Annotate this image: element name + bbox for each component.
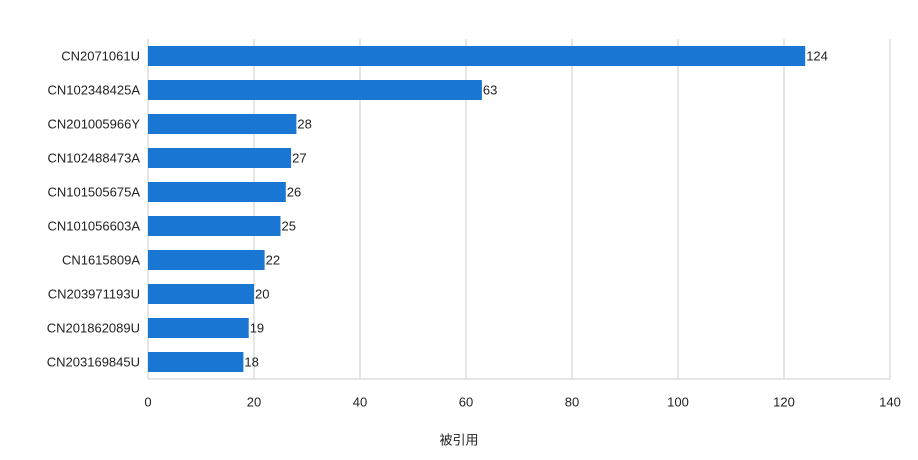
y-tick-label: CN102488473A xyxy=(47,150,140,165)
data-label: 26 xyxy=(287,184,301,199)
bar xyxy=(148,46,806,66)
y-tick-label: CN101505675A xyxy=(47,184,140,199)
x-tick-label: 60 xyxy=(459,394,473,409)
x-tick-label: 120 xyxy=(773,394,795,409)
x-tick-label: 140 xyxy=(879,394,901,409)
data-label: 28 xyxy=(297,116,311,131)
y-tick-label: CN201862089U xyxy=(47,320,140,335)
bar xyxy=(148,114,297,134)
bar xyxy=(148,284,254,304)
x-tick-label: 100 xyxy=(667,394,689,409)
y-tick-label: CN203169845U xyxy=(47,354,140,369)
x-tick-label: 0 xyxy=(144,394,151,409)
data-label: 18 xyxy=(244,354,258,369)
data-label: 25 xyxy=(282,218,296,233)
x-tick-label: 80 xyxy=(565,394,579,409)
bar xyxy=(148,148,292,168)
x-tick-label: 20 xyxy=(247,394,261,409)
bar xyxy=(148,80,482,100)
y-tick-label: CN102348425A xyxy=(47,82,140,97)
data-label: 19 xyxy=(250,320,264,335)
data-label: 20 xyxy=(255,286,269,301)
y-tick-label: CN201005966Y xyxy=(47,116,140,131)
data-label: 124 xyxy=(806,48,828,63)
x-tick-label: 40 xyxy=(353,394,367,409)
bar xyxy=(148,318,249,338)
bar xyxy=(148,216,281,236)
bar xyxy=(148,182,286,202)
data-label: 63 xyxy=(483,82,497,97)
bar xyxy=(148,352,244,372)
y-tick-label: CN101056603A xyxy=(47,218,140,233)
bar xyxy=(148,250,265,270)
y-tick-label: CN1615809A xyxy=(62,252,140,267)
data-label: 27 xyxy=(292,150,306,165)
data-label: 22 xyxy=(266,252,280,267)
y-tick-label: CN2071061U xyxy=(61,48,140,63)
x-axis-title: 被引用 xyxy=(439,432,478,447)
y-tick-label: CN203971193U xyxy=(48,286,140,301)
